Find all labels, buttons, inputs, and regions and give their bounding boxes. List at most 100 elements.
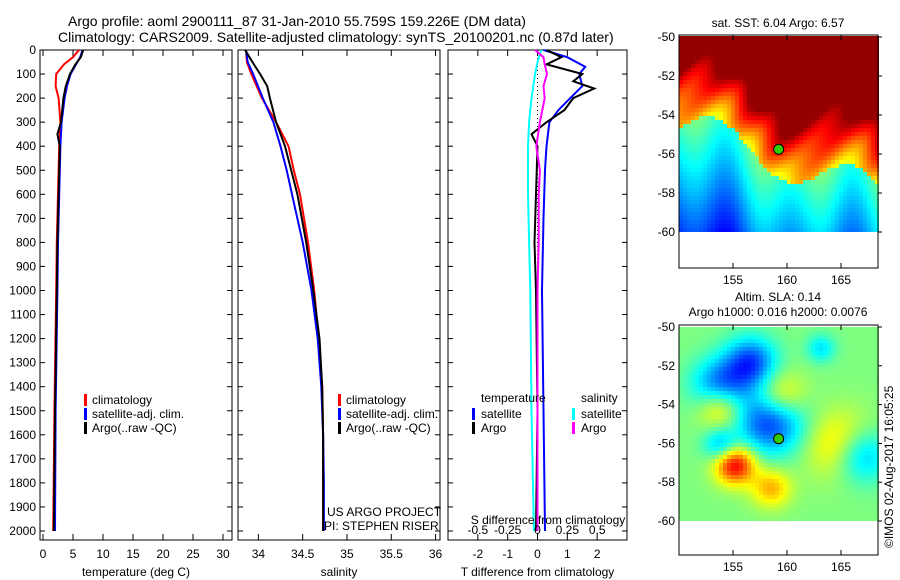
y-tick-label: 1200: [9, 332, 36, 346]
y-tick-label: 1600: [9, 428, 36, 442]
sst-map-image: [679, 36, 879, 232]
y-tick-label: 1100: [10, 308, 36, 322]
legend-swatch: [472, 408, 475, 420]
series-line-s-satellite: [527, 49, 543, 532]
map-y-tick-label: -50: [658, 30, 676, 44]
legend-swatch: [338, 394, 341, 406]
sla-map-subtitle: Argo h1000: 0.016 h2000: 0.0076: [689, 305, 868, 319]
x-tick-label: 5: [70, 547, 77, 561]
map-y-tick-label: -56: [658, 436, 676, 450]
x-tick-label: 34.5: [291, 547, 315, 561]
legend-swatch: [572, 408, 575, 420]
y-tick-label: 1000: [9, 284, 36, 298]
x-tick-label: 15: [126, 547, 140, 561]
x-tick-label: -2: [472, 547, 483, 561]
legend-label: Argo(..raw -QC): [346, 421, 431, 435]
x2-tick-label: 0: [534, 523, 541, 537]
legend-swatch: [84, 394, 87, 406]
x-tick-label: 1: [564, 547, 571, 561]
x2-tick-label: -0.25: [494, 523, 522, 537]
legend-swatch: [572, 422, 575, 434]
y-tick-label: 200: [16, 91, 36, 105]
title-line-1: Argo profile: aoml 2900111_87 31-Jan-201…: [68, 13, 526, 29]
map-x-tick-label: 155: [723, 273, 743, 287]
legend-header-temperature: temperature: [481, 391, 546, 405]
map-frame-sla-map: [678, 324, 879, 556]
map-y-tick-label: -54: [658, 398, 676, 412]
y-tick-label: 100: [16, 67, 36, 81]
title-line-2: Climatology: CARS2009. Satellite-adjuste…: [58, 29, 614, 45]
x-tick-label: 30: [216, 547, 230, 561]
y-tick-label: 400: [16, 139, 36, 153]
legend-label: satellite: [581, 407, 622, 421]
y-tick-label: 2000: [9, 524, 36, 538]
x-tick-label: 35.5: [380, 547, 404, 561]
map-y-tick-label: -50: [658, 320, 676, 334]
x-tick-label: 25: [186, 547, 200, 561]
map-y-tick-label: -56: [658, 147, 676, 161]
y-tick-label: 1900: [9, 500, 36, 514]
map-y-tick-label: -52: [658, 69, 676, 83]
map-frame-sst-map: [678, 34, 879, 269]
x2-tick-label: 0.25: [556, 523, 580, 537]
x2-tick-label: -0.5: [467, 523, 488, 537]
y-tick-label: 1300: [9, 356, 36, 370]
x-tick-label: 10: [96, 547, 110, 561]
map-y-tick-label: -52: [658, 359, 676, 373]
x-tick-label: 2: [594, 547, 601, 561]
legend-swatch: [472, 422, 475, 434]
map-x-tick-label: 165: [831, 560, 851, 574]
annotation-pi: PI: STEPHEN RISER: [324, 519, 439, 533]
legend-label: climatology: [92, 393, 152, 407]
series-line-satellite-adj-clim-: [54, 49, 84, 532]
y-tick-label: 500: [16, 163, 36, 177]
map-y-tick-label: -60: [658, 225, 676, 239]
legend-label: Argo(..raw -QC): [92, 421, 177, 435]
argo-position-marker: [773, 433, 785, 445]
y-tick-label: 800: [16, 235, 36, 249]
map-x-tick-label: 160: [777, 273, 797, 287]
map-x-tick-label: 165: [831, 273, 851, 287]
series-line-t-argo: [530, 49, 597, 532]
legend-swatch: [338, 422, 341, 434]
y-tick-label: 1800: [9, 476, 36, 490]
y-tick-label: 700: [16, 211, 36, 225]
x-axis-label: temperature (deg C): [82, 565, 190, 579]
series-line-argo-raw-qc-: [52, 49, 85, 532]
legend-label: climatology: [346, 393, 406, 407]
x2-axis-label: S difference from climatology: [471, 513, 626, 527]
legend-label: satellite-adj. clim.: [346, 407, 438, 421]
panel-frame-temperature: [39, 49, 233, 541]
map-y-tick-label: -54: [658, 108, 676, 122]
x-axis-label: T difference from climatology: [461, 565, 615, 579]
panel-frame-salinity: [237, 49, 441, 541]
x-tick-label: 35: [340, 547, 354, 561]
y-tick-label: 1700: [9, 452, 36, 466]
legend-label: Argo: [581, 421, 607, 435]
legend-label: Argo: [481, 421, 507, 435]
x-axis-label: salinity: [321, 565, 358, 579]
y-tick-label: 600: [16, 187, 36, 201]
x-tick-label: -1: [502, 547, 513, 561]
legend-label: satellite: [481, 407, 522, 421]
y-tick-label: 900: [16, 259, 36, 273]
x2-tick-label: 0.5: [589, 523, 606, 537]
x-tick-label: 0: [40, 547, 47, 561]
series-line-satellite-adj-clim-: [245, 49, 325, 531]
x-tick-label: 34: [252, 547, 266, 561]
x-tick-label: 36: [429, 547, 443, 561]
x-tick-label: 0: [534, 547, 541, 561]
credit-text: ©IMOS 02-Aug-2017 16:05:25: [882, 385, 896, 548]
map-y-tick-label: -58: [658, 186, 676, 200]
legend-swatch: [84, 422, 87, 434]
map-x-tick-label: 160: [777, 560, 797, 574]
argo-position-marker: [773, 143, 785, 155]
y-tick-label: 1500: [9, 404, 36, 418]
series-line-argo-raw-qc-: [244, 49, 325, 531]
legend-header-salinity: salinity: [581, 391, 618, 405]
sla-map-image: [679, 327, 879, 521]
legend-swatch: [84, 408, 87, 420]
legend-swatch: [338, 408, 341, 420]
